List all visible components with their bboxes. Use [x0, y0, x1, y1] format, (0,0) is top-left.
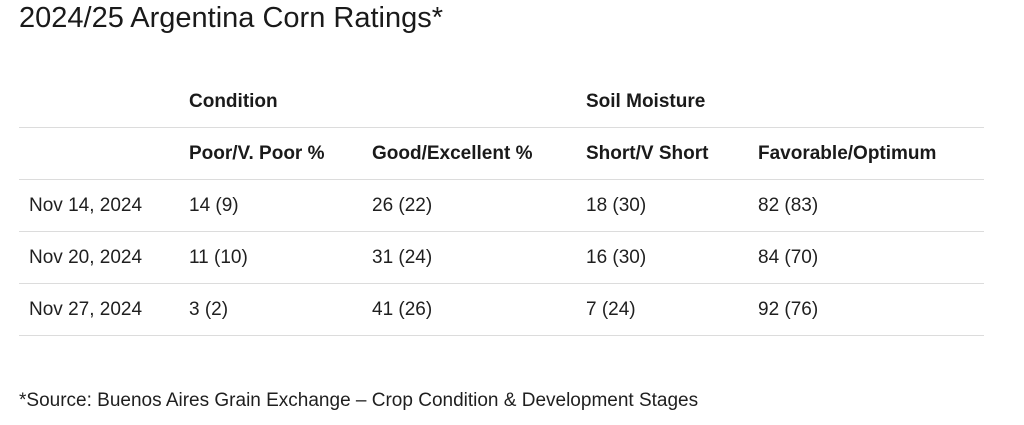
cell-date: Nov 20, 2024: [29, 246, 143, 268]
table-row: Nov 14, 2024 14 (9) 26 (22) 18 (30) 82 (…: [19, 180, 984, 232]
column-header-short: Short/V Short: [586, 142, 709, 164]
table-row: Nov 20, 2024 11 (10) 31 (24) 16 (30) 84 …: [19, 232, 984, 284]
cell-good: 26 (22): [372, 194, 433, 216]
cell-poor: 14 (9): [189, 194, 239, 216]
cell-short: 18 (30): [586, 194, 647, 216]
column-header-favorable: Favorable/Optimum: [758, 142, 937, 164]
column-header-poor: Poor/V. Poor %: [189, 142, 325, 164]
cell-date: Nov 14, 2024: [29, 194, 143, 216]
table-row: Nov 27, 2024 3 (2) 41 (26) 7 (24) 92 (76…: [19, 284, 984, 336]
cell-favorable: 92 (76): [758, 298, 819, 320]
group-header-row: Condition Soil Moisture: [19, 77, 984, 128]
source-footnote: *Source: Buenos Aires Grain Exchange – C…: [19, 390, 699, 411]
column-header-row: Poor/V. Poor % Good/Excellent % Short/V …: [19, 128, 984, 180]
group-header-soil-moisture: Soil Moisture: [586, 91, 706, 112]
cell-poor: 11 (10): [189, 246, 248, 268]
cell-poor: 3 (2): [189, 298, 229, 320]
column-header-good: Good/Excellent %: [372, 142, 533, 164]
ratings-table: Condition Soil Moisture Poor/V. Poor % G…: [19, 77, 984, 336]
cell-short: 16 (30): [586, 246, 647, 268]
page-title: 2024/25 Argentina Corn Ratings*: [19, 2, 444, 34]
cell-good: 31 (24): [372, 246, 433, 268]
cell-date: Nov 27, 2024: [29, 298, 143, 320]
cell-short: 7 (24): [586, 298, 636, 320]
cell-good: 41 (26): [372, 298, 433, 320]
cell-favorable: 82 (83): [758, 194, 819, 216]
group-header-condition: Condition: [189, 91, 278, 112]
cell-favorable: 84 (70): [758, 246, 819, 268]
